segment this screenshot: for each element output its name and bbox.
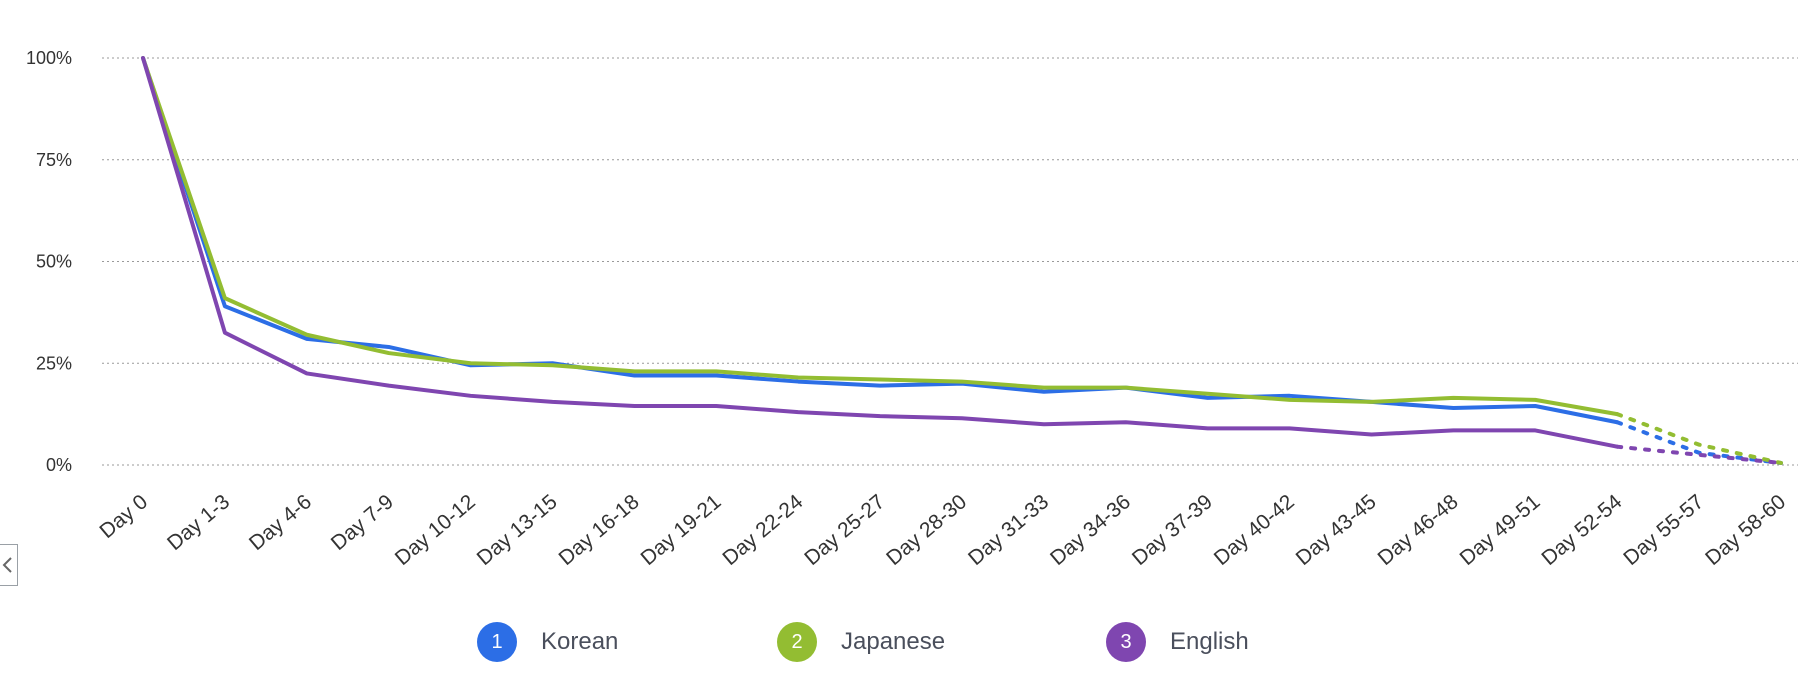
x-tick-label: Day 7-9	[327, 490, 398, 555]
x-tick-label: Day 4-6	[245, 490, 316, 555]
x-tick-label: Day 43-45	[1292, 490, 1381, 570]
x-tick-label: Day 13-15	[473, 490, 562, 570]
x-tick-label: Day 1-3	[163, 490, 234, 555]
x-tick-label: Day 25-27	[800, 490, 889, 570]
legend-label: English	[1170, 628, 1249, 655]
chevron-left-icon	[2, 557, 12, 573]
x-tick-label: Day 34-36	[1046, 490, 1135, 570]
y-tick-label: 50%	[36, 252, 72, 272]
series-line-incomplete-korean	[1615, 420, 1783, 465]
legend-label: Japanese	[841, 628, 946, 655]
legend-item-japanese[interactable]: 2 Japanese	[777, 620, 945, 664]
x-tick-label: Day 49-51	[1456, 490, 1545, 570]
legend-badge: 2	[777, 622, 817, 662]
series-lines	[141, 56, 1783, 465]
legend-item-english[interactable]: 3 English	[1106, 620, 1249, 664]
legend-label: Korean	[541, 628, 619, 655]
grid-lines	[102, 57, 1798, 466]
collapse-panel-button[interactable]	[0, 544, 18, 586]
x-tick-label: Day 58-60	[1701, 490, 1790, 570]
x-tick-label: Day 31-33	[964, 490, 1053, 570]
x-tick-label: Day 37-39	[1128, 490, 1217, 570]
retention-line-chart: 0% 25% 50% 75% 100% Day 0 Day 1-3 Day 4-6 Day 7…	[26, 48, 1798, 570]
x-tick-label: Day 46-48	[1374, 490, 1463, 570]
legend-badge: 1	[477, 622, 517, 662]
series-line-english	[141, 56, 1620, 449]
x-tick-label: Day 0	[95, 490, 152, 543]
series-line-japanese	[141, 56, 1620, 417]
y-tick-label: 75%	[36, 150, 72, 170]
y-tick-label: 0%	[46, 455, 72, 475]
series-line-incomplete-japanese	[1615, 412, 1783, 465]
x-tick-label: Day 52-54	[1537, 490, 1626, 570]
x-tick-label: Day 55-57	[1619, 490, 1708, 570]
series-line-incomplete-english	[1615, 444, 1783, 465]
legend-badge: 3	[1106, 622, 1146, 662]
series-line-korean	[141, 56, 1620, 425]
y-axis-ticks: 0% 25% 50% 75% 100%	[26, 48, 72, 475]
x-tick-label: Day 40-42	[1210, 490, 1299, 570]
y-tick-label: 100%	[26, 48, 72, 68]
x-tick-label: Day 16-18	[555, 490, 644, 570]
y-tick-label: 25%	[36, 353, 72, 373]
x-tick-label: Day 10-12	[391, 490, 480, 570]
x-tick-label: Day 19-21	[637, 490, 726, 570]
x-tick-label: Day 28-30	[882, 490, 971, 570]
x-tick-label: Day 22-24	[718, 490, 807, 570]
chart-legend: 1 Korean 2 Japanese 3 English	[0, 620, 1816, 668]
legend-item-korean[interactable]: 1 Korean	[477, 620, 618, 664]
